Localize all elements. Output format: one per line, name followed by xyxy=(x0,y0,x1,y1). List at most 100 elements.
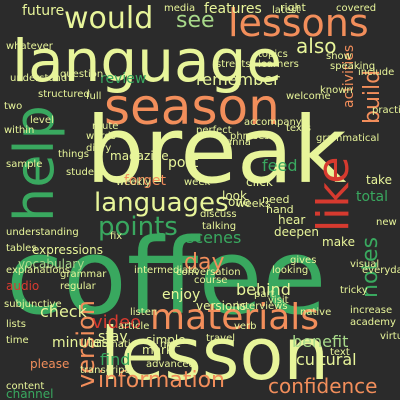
cloud-word: whatever xyxy=(6,41,53,52)
cloud-word: travel xyxy=(206,333,236,344)
cloud-word: question xyxy=(60,69,104,80)
cloud-word: also xyxy=(296,34,337,58)
cloud-word: latest xyxy=(272,5,301,16)
cloud-word: enjoy xyxy=(162,287,201,303)
cloud-word: practice xyxy=(372,105,400,116)
cloud-word: please xyxy=(30,357,70,371)
cloud-word: visual xyxy=(350,259,380,270)
cloud-word: cultural xyxy=(296,350,357,369)
cloud-word: hear xyxy=(278,213,306,227)
cloud-word: words xyxy=(86,131,116,142)
cloud-word: minutes xyxy=(52,335,109,351)
cloud-word: day xyxy=(184,250,225,275)
cloud-word: lists xyxy=(6,319,26,330)
cloud-word: welcome xyxy=(286,91,331,102)
cloud-word: deepen xyxy=(274,225,319,239)
cloud-word: tricky xyxy=(340,285,368,296)
cloud-word: channel xyxy=(6,387,54,400)
cloud-word: media xyxy=(164,3,196,14)
cloud-word: vocabulary xyxy=(18,257,85,271)
cloud-word: points xyxy=(98,212,178,242)
cloud-word: advanced xyxy=(146,359,195,370)
cloud-word: text xyxy=(330,347,350,358)
cloud-word: listen xyxy=(130,307,158,318)
cloud-word: explanations xyxy=(6,265,70,276)
cloud-word: show xyxy=(326,51,352,62)
cloud-word: diary xyxy=(86,143,112,154)
cloud-word: virtual xyxy=(380,331,400,342)
cloud-word: remember xyxy=(196,70,280,89)
cloud-word: nice xyxy=(160,339,181,350)
cloud-word: learners xyxy=(258,59,299,70)
cloud-word: streets xyxy=(216,59,251,70)
cloud-word: understand xyxy=(10,73,68,84)
cloud-word: season xyxy=(104,78,280,136)
cloud-word: see xyxy=(176,8,215,33)
cloud-word: phrases xyxy=(230,131,270,142)
cloud-word: topics xyxy=(258,49,288,60)
cloud-word: take xyxy=(366,173,392,187)
cloud-word: native xyxy=(300,307,332,318)
cloud-word: verb xyxy=(234,321,257,332)
cloud-word: course xyxy=(194,275,228,286)
cloud-word: need xyxy=(262,193,290,206)
cloud-word: forget xyxy=(124,173,166,189)
cloud-word: grammar xyxy=(60,269,107,280)
cloud-word: intermediate xyxy=(134,265,199,276)
cloud-word: find xyxy=(100,350,131,369)
cloud-word: make xyxy=(322,235,355,249)
cloud-word: covered xyxy=(336,3,377,14)
cloud-word: benefit xyxy=(292,332,349,351)
cloud-word: transcripts xyxy=(80,365,134,376)
cloud-word: one xyxy=(228,195,251,209)
cloud-word: behind xyxy=(236,280,291,299)
cloud-word: talking xyxy=(202,221,237,232)
cloud-word: include xyxy=(358,67,395,78)
cloud-word: texts xyxy=(286,123,311,134)
cloud-word: everyday xyxy=(362,265,400,276)
cloud-word: discuss xyxy=(200,209,237,220)
cloud-word: understanding xyxy=(6,227,79,238)
cloud-word: subjunctive xyxy=(4,299,62,310)
cloud-word: feed xyxy=(262,156,298,175)
cloud-word: part xyxy=(254,289,275,300)
cloud-word: mark xyxy=(142,343,173,357)
cloud-word: lesson xyxy=(100,312,330,396)
cloud-word: student xyxy=(66,167,105,178)
cloud-word: coffee xyxy=(6,216,327,338)
cloud-word: route xyxy=(92,121,119,132)
cloud-word: tables xyxy=(6,243,37,254)
cloud-word: lessons xyxy=(228,1,369,45)
cloud-word: new xyxy=(376,217,397,228)
cloud-word: weekly xyxy=(116,177,151,188)
cloud-word: structured xyxy=(38,89,90,100)
cloud-word: content xyxy=(6,381,45,392)
cloud-word: academy xyxy=(350,317,396,328)
cloud-word: would xyxy=(64,1,154,36)
cloud-word: time xyxy=(6,335,29,346)
cloud-word: total xyxy=(356,189,389,205)
cloud-word: speaking xyxy=(330,61,376,72)
cloud-word: perfect xyxy=(196,125,232,136)
cloud-word: known xyxy=(320,85,353,96)
cloud-word: sample xyxy=(6,159,43,170)
cloud-word: fix xyxy=(110,231,123,242)
cloud-word: regular xyxy=(60,281,96,292)
cloud-word: visit xyxy=(268,295,289,306)
cloud-word: check xyxy=(40,302,87,321)
cloud-word: look xyxy=(222,189,247,203)
cloud-word: hand xyxy=(266,203,294,216)
cloud-word: versions xyxy=(196,299,247,313)
cloud-word: audio xyxy=(6,279,40,293)
cloud-word: gives xyxy=(290,255,317,266)
cloud-word: video xyxy=(92,312,142,333)
cloud-word: article xyxy=(118,321,150,332)
cloud-word: confidence xyxy=(268,374,378,398)
cloud-word: level xyxy=(30,115,54,126)
cloud-word: review xyxy=(100,71,147,87)
cloud-word: two xyxy=(4,101,23,112)
cloud-word: break xyxy=(86,97,347,204)
cloud-word: expressions xyxy=(32,243,103,257)
cloud-word: accompany xyxy=(244,117,302,128)
